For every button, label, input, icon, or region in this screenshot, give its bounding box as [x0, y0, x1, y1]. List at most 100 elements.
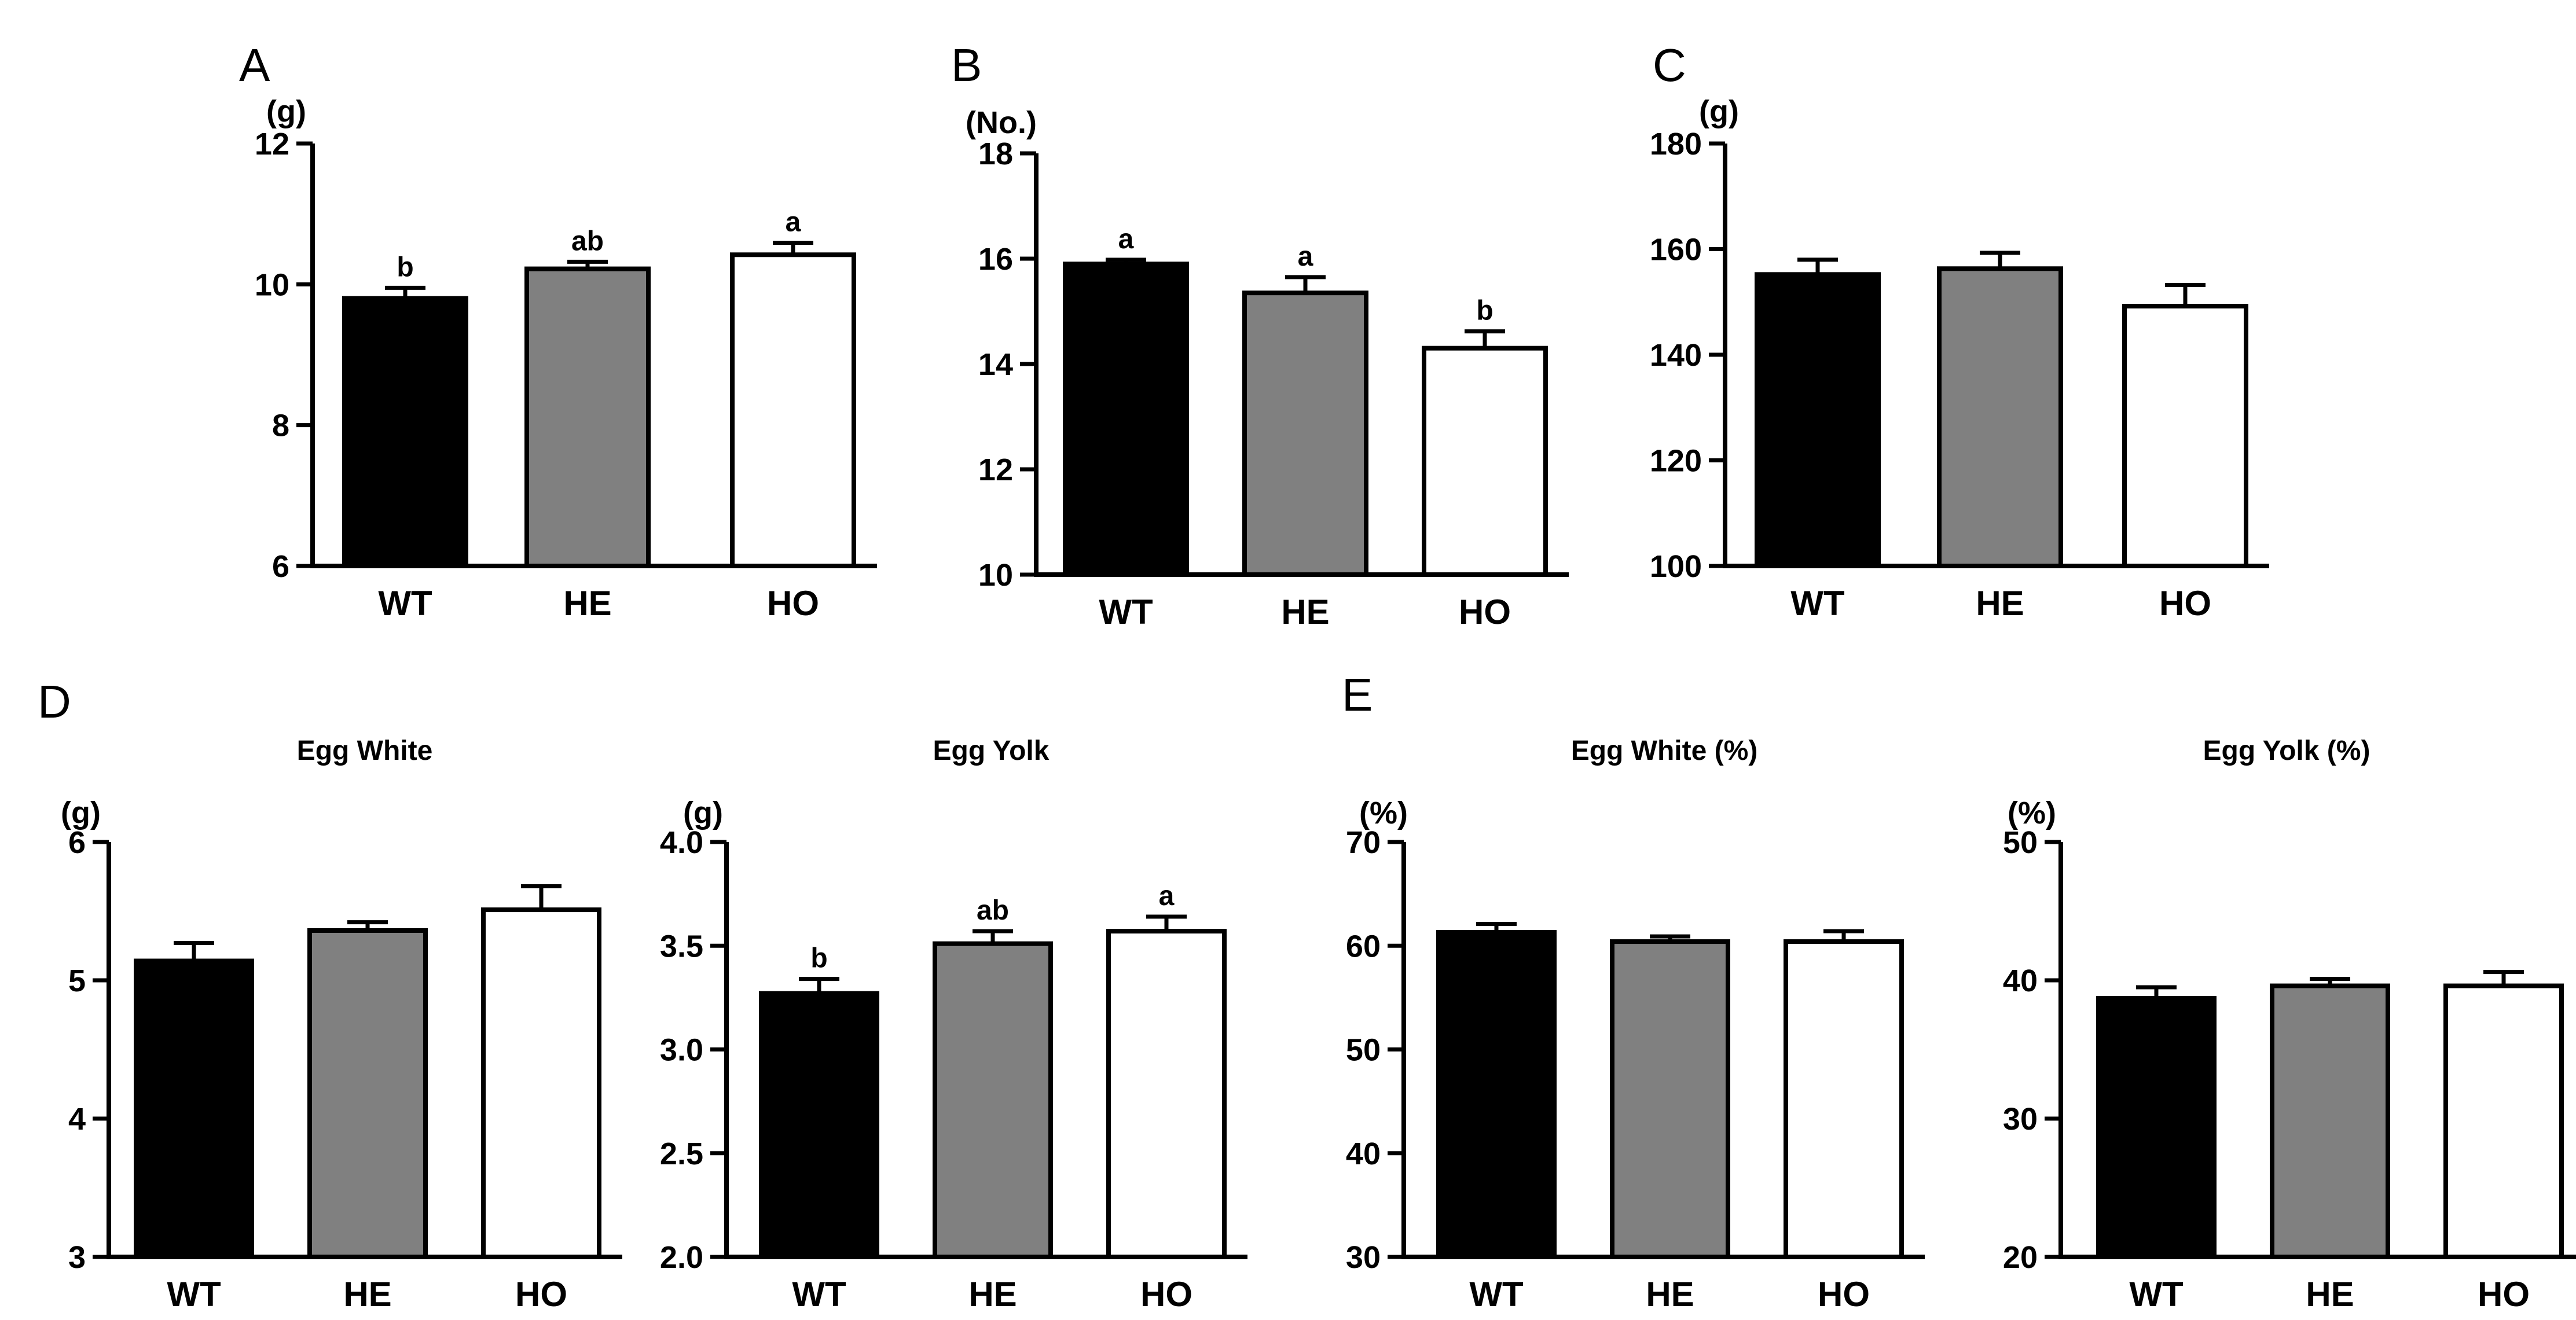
y-tick-label: 140 [1650, 338, 1702, 373]
y-tick-label: 10 [255, 267, 289, 302]
y-axis-unit: (No.) [966, 105, 1037, 140]
x-tick-label: HO [515, 1275, 567, 1314]
y-tick-label: 30 [1346, 1240, 1381, 1275]
bar-wt [2096, 996, 2217, 1259]
x-tick-label: HE [1646, 1275, 1694, 1314]
y-tick-label: 12 [255, 127, 289, 161]
bar-ho [2122, 304, 2248, 568]
y-tick-label: 40 [2003, 964, 2038, 998]
chart-panel-3: C (g) WT HE HO 100 120 140 160 180 [1650, 39, 2269, 623]
y-tick-label: 50 [2003, 825, 2038, 860]
significance-letter: a [1298, 241, 1313, 272]
significance-letter: b [1476, 296, 1493, 326]
y-tick-label: 8 [272, 409, 289, 443]
bar-wt [1436, 929, 1557, 1259]
chart-panel-6: E Egg White (%) (%) WT HE HO 30 40 50 60 70 [1342, 669, 1925, 1314]
chart-panel-5: Egg Yolk (g) b WT ab HE a HO 2.0 2.5 3.0 3.5 4.0 [660, 736, 1247, 1314]
bar-ho [2443, 983, 2564, 1260]
y-tick-label: 30 [2003, 1102, 2038, 1137]
significance-letter: a [1159, 881, 1175, 911]
bar-ho [1106, 929, 1227, 1259]
bar-ho [481, 907, 601, 1259]
significance-letter: ab [571, 226, 604, 256]
bar-he [1242, 291, 1368, 577]
significance-letter: b [397, 252, 413, 282]
significance-letter: ab [977, 895, 1009, 926]
y-tick-label: 40 [1346, 1137, 1381, 1171]
y-axis-unit: (g) [1699, 94, 1739, 129]
y-tick-label: 18 [978, 137, 1013, 171]
bar-he [1937, 266, 2063, 568]
y-tick-label: 3 [68, 1240, 86, 1275]
x-tick-label: HE [1281, 593, 1329, 631]
x-tick-label: HE [343, 1275, 391, 1314]
x-tick-label: HO [1140, 1275, 1192, 1314]
bar-ho [1422, 345, 1548, 577]
bar-he [1610, 939, 1730, 1259]
y-axis-unit: (g) [266, 94, 306, 129]
y-tick-label: 2.5 [660, 1137, 703, 1171]
y-axis-unit: (%) [2008, 796, 2056, 830]
bar-wt [342, 296, 468, 569]
significance-letter: a [1118, 224, 1134, 255]
x-tick-label: HE [2306, 1275, 2354, 1314]
y-tick-label: 6 [272, 549, 289, 584]
panel-letter: C [1653, 39, 1686, 91]
chart-title: Egg White [297, 736, 433, 766]
y-axis-unit: (g) [683, 796, 723, 830]
x-tick-label: HE [563, 584, 611, 623]
y-tick-label: 12 [978, 453, 1013, 487]
y-tick-label: 16 [978, 242, 1013, 277]
x-tick-label: WT [2129, 1275, 2183, 1314]
x-tick-label: HE [1976, 584, 2024, 623]
x-tick-label: WT [1099, 593, 1153, 631]
x-tick-label: WT [378, 584, 432, 623]
bar-ho [1784, 939, 1904, 1259]
y-tick-label: 100 [1650, 549, 1702, 584]
bar-wt [134, 958, 254, 1260]
y-tick-label: 20 [2003, 1240, 2038, 1275]
chart-panel-2: B (No.) a WT a HE b HO 10 12 14 16 18 [951, 39, 1569, 631]
significance-letter: b [810, 943, 827, 974]
panel-letter: A [239, 39, 270, 91]
x-tick-label: WT [1790, 584, 1844, 623]
x-tick-label: WT [1469, 1275, 1523, 1314]
bar-he [2270, 983, 2390, 1260]
x-tick-label: HO [1459, 593, 1511, 631]
x-tick-label: HO [2478, 1275, 2530, 1314]
bar-wt [1063, 262, 1189, 578]
y-tick-label: 3.5 [660, 929, 703, 964]
y-tick-label: 120 [1650, 444, 1702, 479]
y-tick-label: 70 [1346, 825, 1381, 860]
x-tick-label: HO [767, 584, 819, 623]
panel-letter: B [951, 39, 982, 91]
y-tick-label: 60 [1346, 929, 1381, 964]
x-tick-label: WT [167, 1275, 221, 1314]
y-axis-unit: (g) [61, 796, 101, 830]
bar-he [933, 941, 1053, 1260]
bar-he [524, 266, 651, 569]
chart-panel-1: A(g) b WT ab HE a HO 6 8 10 12 [239, 39, 877, 623]
bar-wt [1755, 272, 1881, 568]
bar-ho [730, 252, 856, 568]
panel-letter: E [1342, 669, 1373, 720]
y-axis-unit: (%) [1359, 796, 1408, 830]
y-tick-label: 50 [1346, 1033, 1381, 1068]
y-tick-label: 3.0 [660, 1033, 703, 1068]
chart-panel-7: Egg Yolk (%) (%) WT HE HO 20 30 40 50 [2003, 736, 2576, 1314]
x-tick-label: WT [792, 1275, 846, 1314]
y-tick-label: 160 [1650, 233, 1702, 267]
chart-title: Egg White (%) [1571, 736, 1758, 766]
panel-letter: D [38, 676, 71, 727]
y-tick-label: 14 [978, 347, 1013, 382]
chart-panel-4: D Egg White (g) WT HE HO 3 4 5 6 [38, 676, 622, 1314]
y-tick-label: 180 [1650, 127, 1702, 161]
y-tick-label: 6 [68, 825, 86, 860]
significance-letter: a [786, 207, 801, 238]
x-tick-label: HO [1818, 1275, 1870, 1314]
y-tick-label: 10 [978, 558, 1013, 593]
x-tick-label: HE [968, 1275, 1017, 1314]
y-tick-label: 4.0 [660, 825, 703, 860]
y-tick-label: 5 [68, 964, 86, 998]
